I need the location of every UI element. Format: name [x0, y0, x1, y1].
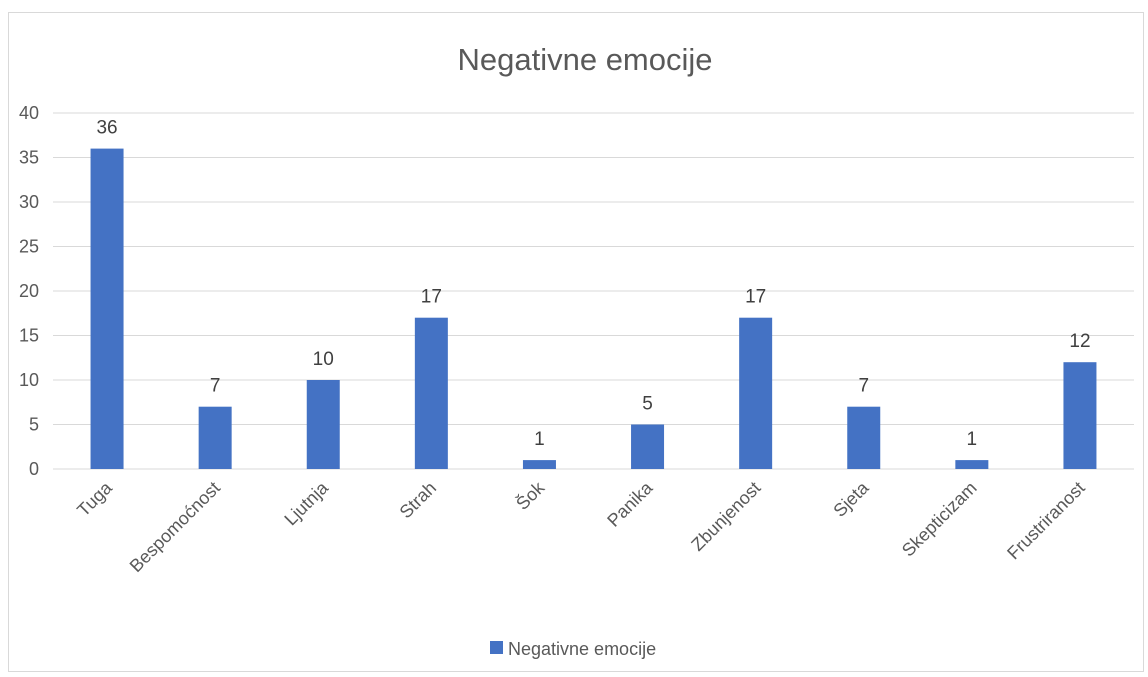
x-category-label: Ljutnja [280, 477, 332, 529]
y-tick-label: 0 [29, 459, 39, 479]
y-tick-label: 35 [19, 148, 39, 168]
bar [955, 460, 989, 469]
data-label: 7 [210, 376, 221, 397]
bar [90, 148, 124, 469]
data-label: 10 [313, 349, 334, 370]
data-label: 17 [421, 287, 442, 308]
x-category-label: Skepticizam [898, 478, 981, 561]
data-label: 1 [534, 429, 545, 450]
y-tick-label: 25 [19, 237, 39, 257]
gridlines [53, 112, 1134, 470]
data-label: 7 [858, 376, 869, 397]
data-label: 1 [967, 429, 978, 450]
data-label: 5 [642, 394, 653, 415]
x-category-label: Frustriranost [1003, 478, 1089, 564]
data-label: 12 [1069, 331, 1090, 352]
bars [90, 148, 1097, 469]
bar [414, 317, 448, 469]
x-category-label: Strah [396, 478, 441, 523]
legend-swatch [490, 641, 503, 654]
y-tick-label: 40 [19, 103, 39, 123]
x-axis-labels: Tuga Bespomoćnost Ljutnja Strah Šok Panika Zbu… [73, 476, 1089, 576]
y-tick-label: 5 [29, 415, 39, 435]
bar [198, 406, 232, 469]
x-category-label: Bespomoćnost [126, 478, 224, 576]
legend: Negativne emocije [490, 639, 656, 659]
data-label: 17 [745, 287, 766, 308]
x-category-label: Tuga [73, 477, 116, 520]
bar [1063, 362, 1097, 469]
data-labels: 36 7 10 17 1 5 17 7 1 12 [96, 118, 1090, 451]
bar [631, 424, 665, 469]
legend-label: Negativne emocije [508, 639, 656, 659]
x-category-label: Zbunjenost [687, 478, 764, 555]
data-label: 36 [96, 118, 117, 139]
x-category-label: Šok [511, 476, 548, 513]
x-category-label: Panika [603, 477, 657, 531]
y-tick-label: 30 [19, 192, 39, 212]
chart-frame: Negativne emocije 0 5 10 15 20 25 30 35 40 36 7 10… [8, 12, 1144, 672]
bar [522, 460, 556, 469]
y-tick-label: 20 [19, 281, 39, 301]
bar [306, 380, 340, 469]
bar [739, 317, 773, 469]
y-tick-label: 15 [19, 326, 39, 346]
bar [847, 406, 881, 469]
x-category-label: Sjeta [829, 477, 873, 521]
y-tick-label: 10 [19, 370, 39, 390]
chart-title: Negativne emocije [457, 42, 712, 77]
y-axis-ticks: 0 5 10 15 20 25 30 35 40 [19, 103, 39, 479]
